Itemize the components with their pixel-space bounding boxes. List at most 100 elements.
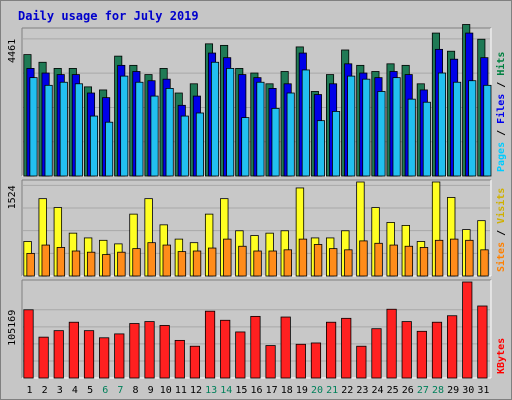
x-tick-label: 5 — [87, 385, 93, 396]
bar-pages-day-18 — [286, 92, 295, 177]
x-tick-label: 28 — [432, 385, 444, 396]
x-tick-label: 13 — [205, 385, 217, 396]
bar-kbytes-day-18 — [280, 316, 291, 379]
bar-pages-day-13 — [211, 61, 220, 177]
bar-pages-day-31 — [483, 84, 492, 177]
x-tick-label: 9 — [148, 385, 154, 396]
x-axis-labels: 1 2 3 4 5 6 7 8 9 10 11 12 13 14 15 16 17 18 19 20 21 22 23 24 2… — [27, 385, 490, 396]
bar-sites-day-31 — [480, 249, 489, 277]
bar-sites-day-28 — [434, 239, 444, 277]
x-tick-label: 30 — [462, 385, 474, 396]
bar-sites-day-16 — [253, 250, 262, 277]
bar-kbytes-day-26 — [401, 321, 412, 379]
x-tick-label: 17 — [266, 385, 278, 396]
legend-entry: / — [496, 224, 507, 242]
bar-pages-day-6 — [105, 121, 114, 177]
bar-sites-day-7 — [117, 251, 126, 277]
series-sites — [26, 238, 489, 277]
chart-title: Daily usage for July 2019 — [18, 9, 199, 23]
y-tick-label: 105169 — [7, 310, 18, 346]
bar-pages-day-24 — [377, 91, 386, 177]
x-tick-label: 27 — [417, 385, 429, 396]
y-tick-label: 1524 — [7, 185, 18, 209]
bar-pages-day-5 — [89, 115, 99, 177]
bar-sites-day-10 — [162, 244, 171, 277]
x-tick-label: 19 — [296, 385, 308, 396]
bar-kbytes-day-3 — [53, 330, 64, 379]
bar-kbytes-day-25 — [386, 308, 397, 379]
bar-pages-day-11 — [180, 115, 189, 177]
bar-pages-day-1 — [29, 77, 38, 177]
bar-kbytes-day-2 — [38, 336, 49, 379]
y-tick-label: 4461 — [7, 39, 18, 63]
bar-kbytes-day-10 — [159, 325, 170, 379]
bar-sites-day-19 — [298, 238, 308, 277]
bar-pages-day-27 — [422, 101, 431, 177]
bar-kbytes-day-23 — [356, 345, 367, 379]
bar-kbytes-day-5 — [83, 330, 95, 379]
bar-pages-day-10 — [165, 88, 174, 177]
bar-sites-day-4 — [71, 250, 81, 277]
panel-legend: Sites / Visits — [495, 188, 507, 272]
panel-hits-files-pages: 4461 Pages / Files / Hits — [7, 24, 507, 177]
bar-pages-day-26 — [407, 98, 416, 177]
bar-sites-day-1 — [26, 252, 35, 277]
bar-kbytes-day-16 — [250, 315, 261, 379]
bar-pages-day-7 — [120, 75, 129, 177]
bar-sites-day-8 — [132, 248, 141, 277]
bar-kbytes-day-1 — [23, 309, 34, 379]
x-tick-label: 4 — [72, 385, 78, 396]
x-tick-label: 11 — [175, 385, 187, 396]
bar-kbytes-day-21 — [325, 321, 337, 379]
bar-sites-day-5 — [86, 251, 96, 277]
chart-panels: 4461 Pages / Files / Hits 1524 Sites / Visi… — [7, 24, 507, 379]
x-tick-label: 20 — [311, 385, 323, 396]
bar-sites-day-18 — [283, 249, 292, 277]
bar-sites-day-11 — [177, 251, 187, 277]
bar-kbytes-day-22 — [341, 317, 352, 379]
bar-sites-day-27 — [419, 247, 429, 277]
bar-pages-day-8 — [135, 81, 144, 177]
bar-kbytes-day-13 — [204, 310, 216, 379]
x-tick-label: 8 — [132, 385, 138, 396]
legend-entry: Pages — [496, 142, 507, 172]
bar-sites-day-25 — [389, 244, 398, 277]
bar-sites-day-24 — [374, 242, 383, 277]
panel-legend: Pages / Files / Hits — [495, 52, 507, 172]
legend-entry: Files — [495, 94, 507, 124]
bar-pages-day-9 — [150, 95, 159, 177]
bar-sites-day-13 — [207, 247, 217, 277]
bar-kbytes-day-14 — [220, 319, 231, 379]
bar-sites-day-2 — [41, 244, 50, 277]
bar-kbytes-day-27 — [416, 330, 427, 379]
bar-pages-day-20 — [316, 120, 325, 177]
bar-sites-day-14 — [223, 238, 232, 277]
bar-kbytes-day-31 — [477, 305, 488, 379]
bar-pages-day-23 — [362, 78, 371, 177]
bar-pages-day-4 — [74, 83, 83, 177]
legend-entry: Hits — [495, 52, 507, 76]
legend-entry: / — [496, 124, 507, 142]
x-tick-label: 26 — [402, 385, 414, 396]
legend-entry: Visits — [495, 188, 507, 224]
x-tick-label: 14 — [220, 385, 232, 396]
bar-kbytes-day-28 — [431, 321, 443, 379]
legend-entry: KBytes — [496, 338, 507, 374]
x-tick-label: 31 — [477, 385, 489, 396]
bar-sites-day-26 — [404, 245, 414, 277]
bar-pages-day-22 — [347, 75, 356, 177]
bar-kbytes-day-30 — [462, 281, 473, 379]
x-tick-label: 10 — [160, 385, 172, 396]
bar-pages-day-16 — [256, 81, 265, 177]
bar-pages-day-30 — [468, 80, 477, 177]
bar-kbytes-day-20 — [310, 342, 322, 379]
bar-pages-day-17 — [271, 107, 280, 177]
x-tick-label: 24 — [372, 385, 384, 396]
bar-sites-day-21 — [329, 248, 338, 277]
bar-pages-day-3 — [59, 81, 68, 177]
x-tick-label: 2 — [42, 385, 48, 396]
bar-kbytes-day-24 — [371, 328, 382, 379]
bar-pages-day-28 — [437, 72, 447, 177]
x-tick-label: 16 — [250, 385, 262, 396]
bar-pages-day-15 — [241, 117, 250, 177]
